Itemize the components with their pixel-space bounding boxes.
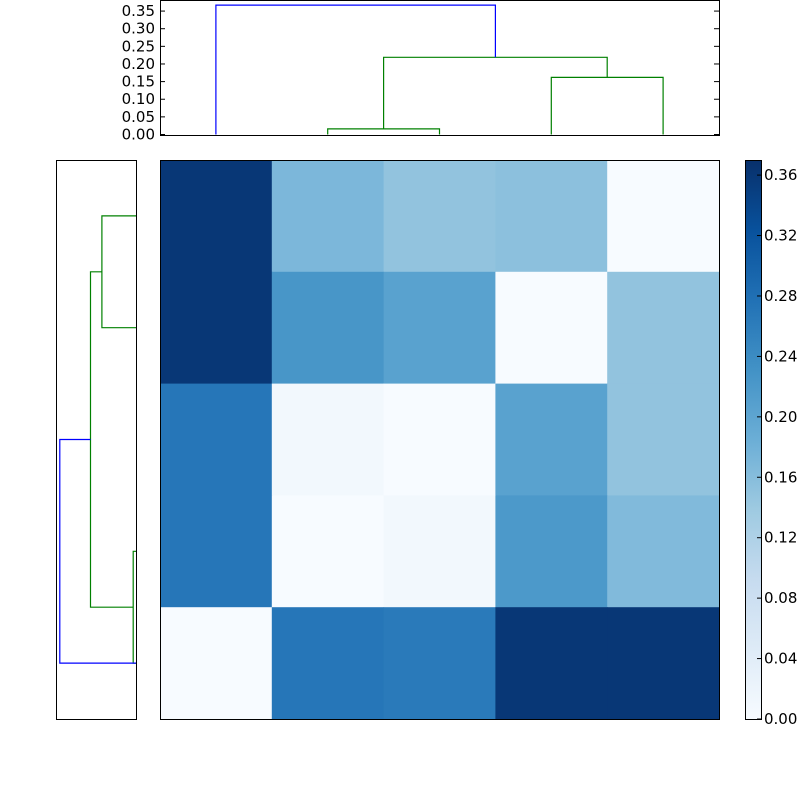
- heatmap-cell: [607, 495, 720, 608]
- heatmap-cell: [160, 383, 273, 496]
- colorbar-tick-label: 0.08: [764, 589, 797, 607]
- colorbar-gradient: [745, 160, 761, 719]
- top-dendrogram-link: [215, 4, 496, 135]
- top-dendrogram: 0.000.050.100.150.200.250.300.35: [122, 0, 720, 144]
- colorbar: 0.00 0.04 0.08 0.12 0.16 0.20 0.24 0.28 0.32 0.36: [745, 160, 797, 728]
- heatmap-cell: [271, 271, 385, 385]
- heatmap-cell: [383, 607, 496, 720]
- heatmap-cell: [607, 160, 720, 273]
- top-dendrogram-tick-label: 0.30: [122, 20, 155, 38]
- colorbar-tick-label: 0.20: [764, 408, 797, 426]
- top-dendrogram-tick-label: 0.35: [122, 2, 155, 20]
- heatmap-cell: [607, 607, 720, 720]
- top-dendrogram-link: [327, 128, 441, 135]
- top-dendrogram-tick-label: 0.10: [122, 90, 155, 108]
- colorbar-tick-label: 0.12: [764, 529, 797, 547]
- left-dendrogram-frame: [56, 160, 137, 720]
- heatmap-frame: [160, 160, 720, 720]
- top-dendrogram-link: [383, 56, 608, 129]
- top-dendrogram-tick-label: 0.25: [122, 37, 155, 55]
- heatmap-cell: [383, 271, 496, 385]
- heatmap-cell: [271, 383, 385, 496]
- left-dendrogram-link: [89, 271, 134, 608]
- colorbar-tick-label: 0.24: [764, 347, 797, 365]
- heatmap-cell: [271, 607, 385, 720]
- colorbar-tick-label: 0.00: [764, 710, 797, 728]
- heatmap-cell: [160, 607, 273, 720]
- colorbar-tick-label: 0.36: [764, 166, 797, 184]
- heatmap-cell: [383, 495, 496, 608]
- heatmap-cell: [495, 607, 608, 720]
- top-dendrogram-link: [550, 76, 664, 135]
- heatmap-cell: [495, 160, 608, 273]
- heatmap-cell: [271, 495, 385, 608]
- top-dendrogram-frame: [160, 0, 720, 136]
- left-dendrogram-link: [101, 215, 136, 329]
- heatmap-cell: [607, 271, 720, 385]
- colorbar-tick-label: 0.04: [764, 650, 797, 668]
- heatmap-cell: [160, 495, 273, 608]
- top-dendrogram-tick-label: 0.15: [122, 73, 155, 91]
- left-dendrogram-link: [59, 438, 136, 664]
- colorbar-tick-label: 0.16: [764, 468, 797, 486]
- colorbar-frame: [745, 160, 762, 720]
- top-dendrogram-tick-label: 0.00: [122, 126, 155, 144]
- heatmap-cell: [495, 271, 608, 385]
- left-dendrogram-link: [132, 550, 136, 664]
- heatmap-cell: [160, 160, 273, 273]
- left-dendrogram: [56, 160, 137, 720]
- colorbar-tick-label: 0.28: [764, 287, 797, 305]
- heatmap-cell: [495, 495, 608, 608]
- heatmap-cell: [383, 383, 496, 496]
- colorbar-tick-label: 0.32: [764, 227, 797, 245]
- heatmap-cell: [495, 383, 608, 496]
- top-dendrogram-tick-label: 0.20: [122, 55, 155, 73]
- heatmap: [160, 160, 720, 720]
- heatmap-cell: [271, 160, 385, 273]
- top-dendrogram-tick-label: 0.05: [122, 108, 155, 126]
- heatmap-cell: [383, 160, 496, 273]
- heatmap-cell: [160, 271, 273, 385]
- heatmap-cell: [607, 383, 720, 496]
